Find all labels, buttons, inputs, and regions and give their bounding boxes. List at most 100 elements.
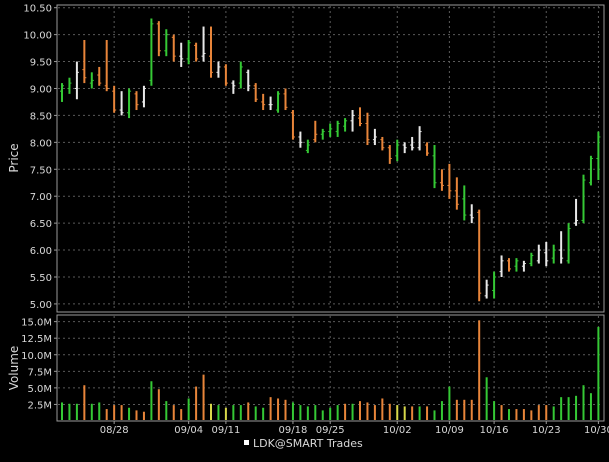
ohlc-bar xyxy=(358,107,362,127)
ohlc-bar xyxy=(566,223,571,264)
volume-bar xyxy=(75,403,78,420)
volume-panel: 2.5M 5.0M 7.5M 10.0M 12.5M 15.0M Volume xyxy=(7,314,605,422)
volume-bar xyxy=(396,405,399,420)
price-tick-label: 5.00 xyxy=(30,300,52,311)
price-tick-label: 8.00 xyxy=(30,138,52,149)
volume-bar xyxy=(418,406,421,420)
ohlc-bar xyxy=(402,142,407,154)
volume-bar xyxy=(359,401,361,420)
ohlc-bar xyxy=(164,29,169,57)
ohlc-bar xyxy=(425,142,430,156)
volume-bar xyxy=(254,406,257,420)
ohlc-bar xyxy=(74,61,79,100)
volume-bar xyxy=(232,405,235,420)
ohlc-bar xyxy=(261,93,266,111)
volume-bar xyxy=(247,402,250,420)
ohlc-bar xyxy=(179,42,184,67)
ohlc-bar xyxy=(521,260,526,272)
volume-tick-label: 15.0M xyxy=(21,318,52,329)
ohlc-bar xyxy=(283,88,288,111)
ohlc-bar xyxy=(97,66,102,86)
volume-grid xyxy=(58,316,603,420)
ohlc-bar xyxy=(462,185,467,221)
volume-bar xyxy=(522,409,525,420)
volume-y-axis: 2.5M 5.0M 7.5M 10.0M 12.5M 15.0M xyxy=(21,318,57,411)
volume-tick-label: 2.5M xyxy=(27,400,52,411)
price-tick-label: 9.50 xyxy=(30,58,52,69)
volume-bar xyxy=(172,405,175,420)
volume-bar xyxy=(485,377,488,420)
volume-bar xyxy=(567,397,570,420)
volume-bar xyxy=(269,397,272,420)
volume-bar xyxy=(366,402,369,420)
ohlc-bar xyxy=(127,88,132,119)
volume-bar xyxy=(98,402,101,420)
ohlc-bar xyxy=(395,139,400,162)
volume-bar xyxy=(388,403,391,420)
date-tick-label: 09/18 xyxy=(279,425,308,436)
ohlc-bar xyxy=(186,40,191,65)
volume-tick-label: 10.0M xyxy=(21,351,52,362)
ohlc-bar xyxy=(410,136,415,151)
ohlc-bar xyxy=(89,72,94,89)
volume-bar xyxy=(284,399,287,420)
ohlc-bar xyxy=(350,110,355,132)
date-tick-label: 09/04 xyxy=(174,425,203,436)
volume-bar xyxy=(113,405,116,420)
volume-bar xyxy=(351,403,354,420)
volume-bar xyxy=(493,401,496,420)
volume-bar xyxy=(500,405,503,420)
ohlc-bar xyxy=(141,85,146,108)
volume-bar xyxy=(403,406,406,420)
volume-bar xyxy=(314,405,317,420)
ohlc-bar xyxy=(536,244,541,264)
volume-bar xyxy=(150,381,153,420)
ohlc-bar xyxy=(298,131,303,148)
ohlc-bar xyxy=(246,69,251,92)
ohlc-bar xyxy=(551,244,556,264)
ohlc-bar xyxy=(596,131,601,181)
ohlc-bar xyxy=(276,91,281,113)
price-tick-label: 10.50 xyxy=(23,4,52,15)
volume-bar xyxy=(508,409,510,420)
legend-swatch xyxy=(244,440,249,445)
volume-bar xyxy=(239,405,242,420)
volume-bar xyxy=(291,402,294,420)
volume-tick-label: 5.0M xyxy=(27,384,52,395)
volume-tick-label: 7.5M xyxy=(27,367,52,378)
ohlc-bar xyxy=(201,26,206,62)
ohlc-bar xyxy=(447,163,452,199)
date-tick-label: 10/23 xyxy=(532,425,561,436)
ohlc-bar xyxy=(238,61,243,89)
ohlc-bar xyxy=(328,123,333,137)
volume-bar xyxy=(321,410,324,420)
volume-bar xyxy=(344,403,347,420)
price-grid xyxy=(58,6,603,311)
ohlc-bar xyxy=(380,136,385,151)
date-tick-label: 09/11 xyxy=(211,425,240,436)
ohlc-bar xyxy=(216,61,221,78)
volume-bar xyxy=(426,406,429,420)
ohlc-bar xyxy=(112,85,117,113)
price-tick-label: 5.50 xyxy=(30,273,52,284)
price-tick-label: 6.50 xyxy=(30,219,52,230)
volume-tick-label: 12.5M xyxy=(21,334,52,345)
volume-bar xyxy=(157,389,160,420)
ohlc-bar xyxy=(149,18,154,86)
volume-bar xyxy=(165,401,168,420)
legend-label: LDK@SMART Trades xyxy=(253,437,363,450)
price-tick-label: 6.00 xyxy=(30,246,52,257)
volume-bar xyxy=(545,405,548,420)
ohlc-bar xyxy=(432,145,437,189)
price-tick-label: 7.00 xyxy=(30,192,52,203)
ohlc-bar xyxy=(559,231,564,264)
volume-bars xyxy=(61,320,600,420)
ohlc-bar xyxy=(343,118,348,132)
volume-bar xyxy=(202,374,205,420)
volume-bar xyxy=(411,406,414,420)
volume-bar xyxy=(589,393,592,420)
ohlc-bar xyxy=(365,112,370,146)
price-tick-label: 10.00 xyxy=(23,31,52,42)
